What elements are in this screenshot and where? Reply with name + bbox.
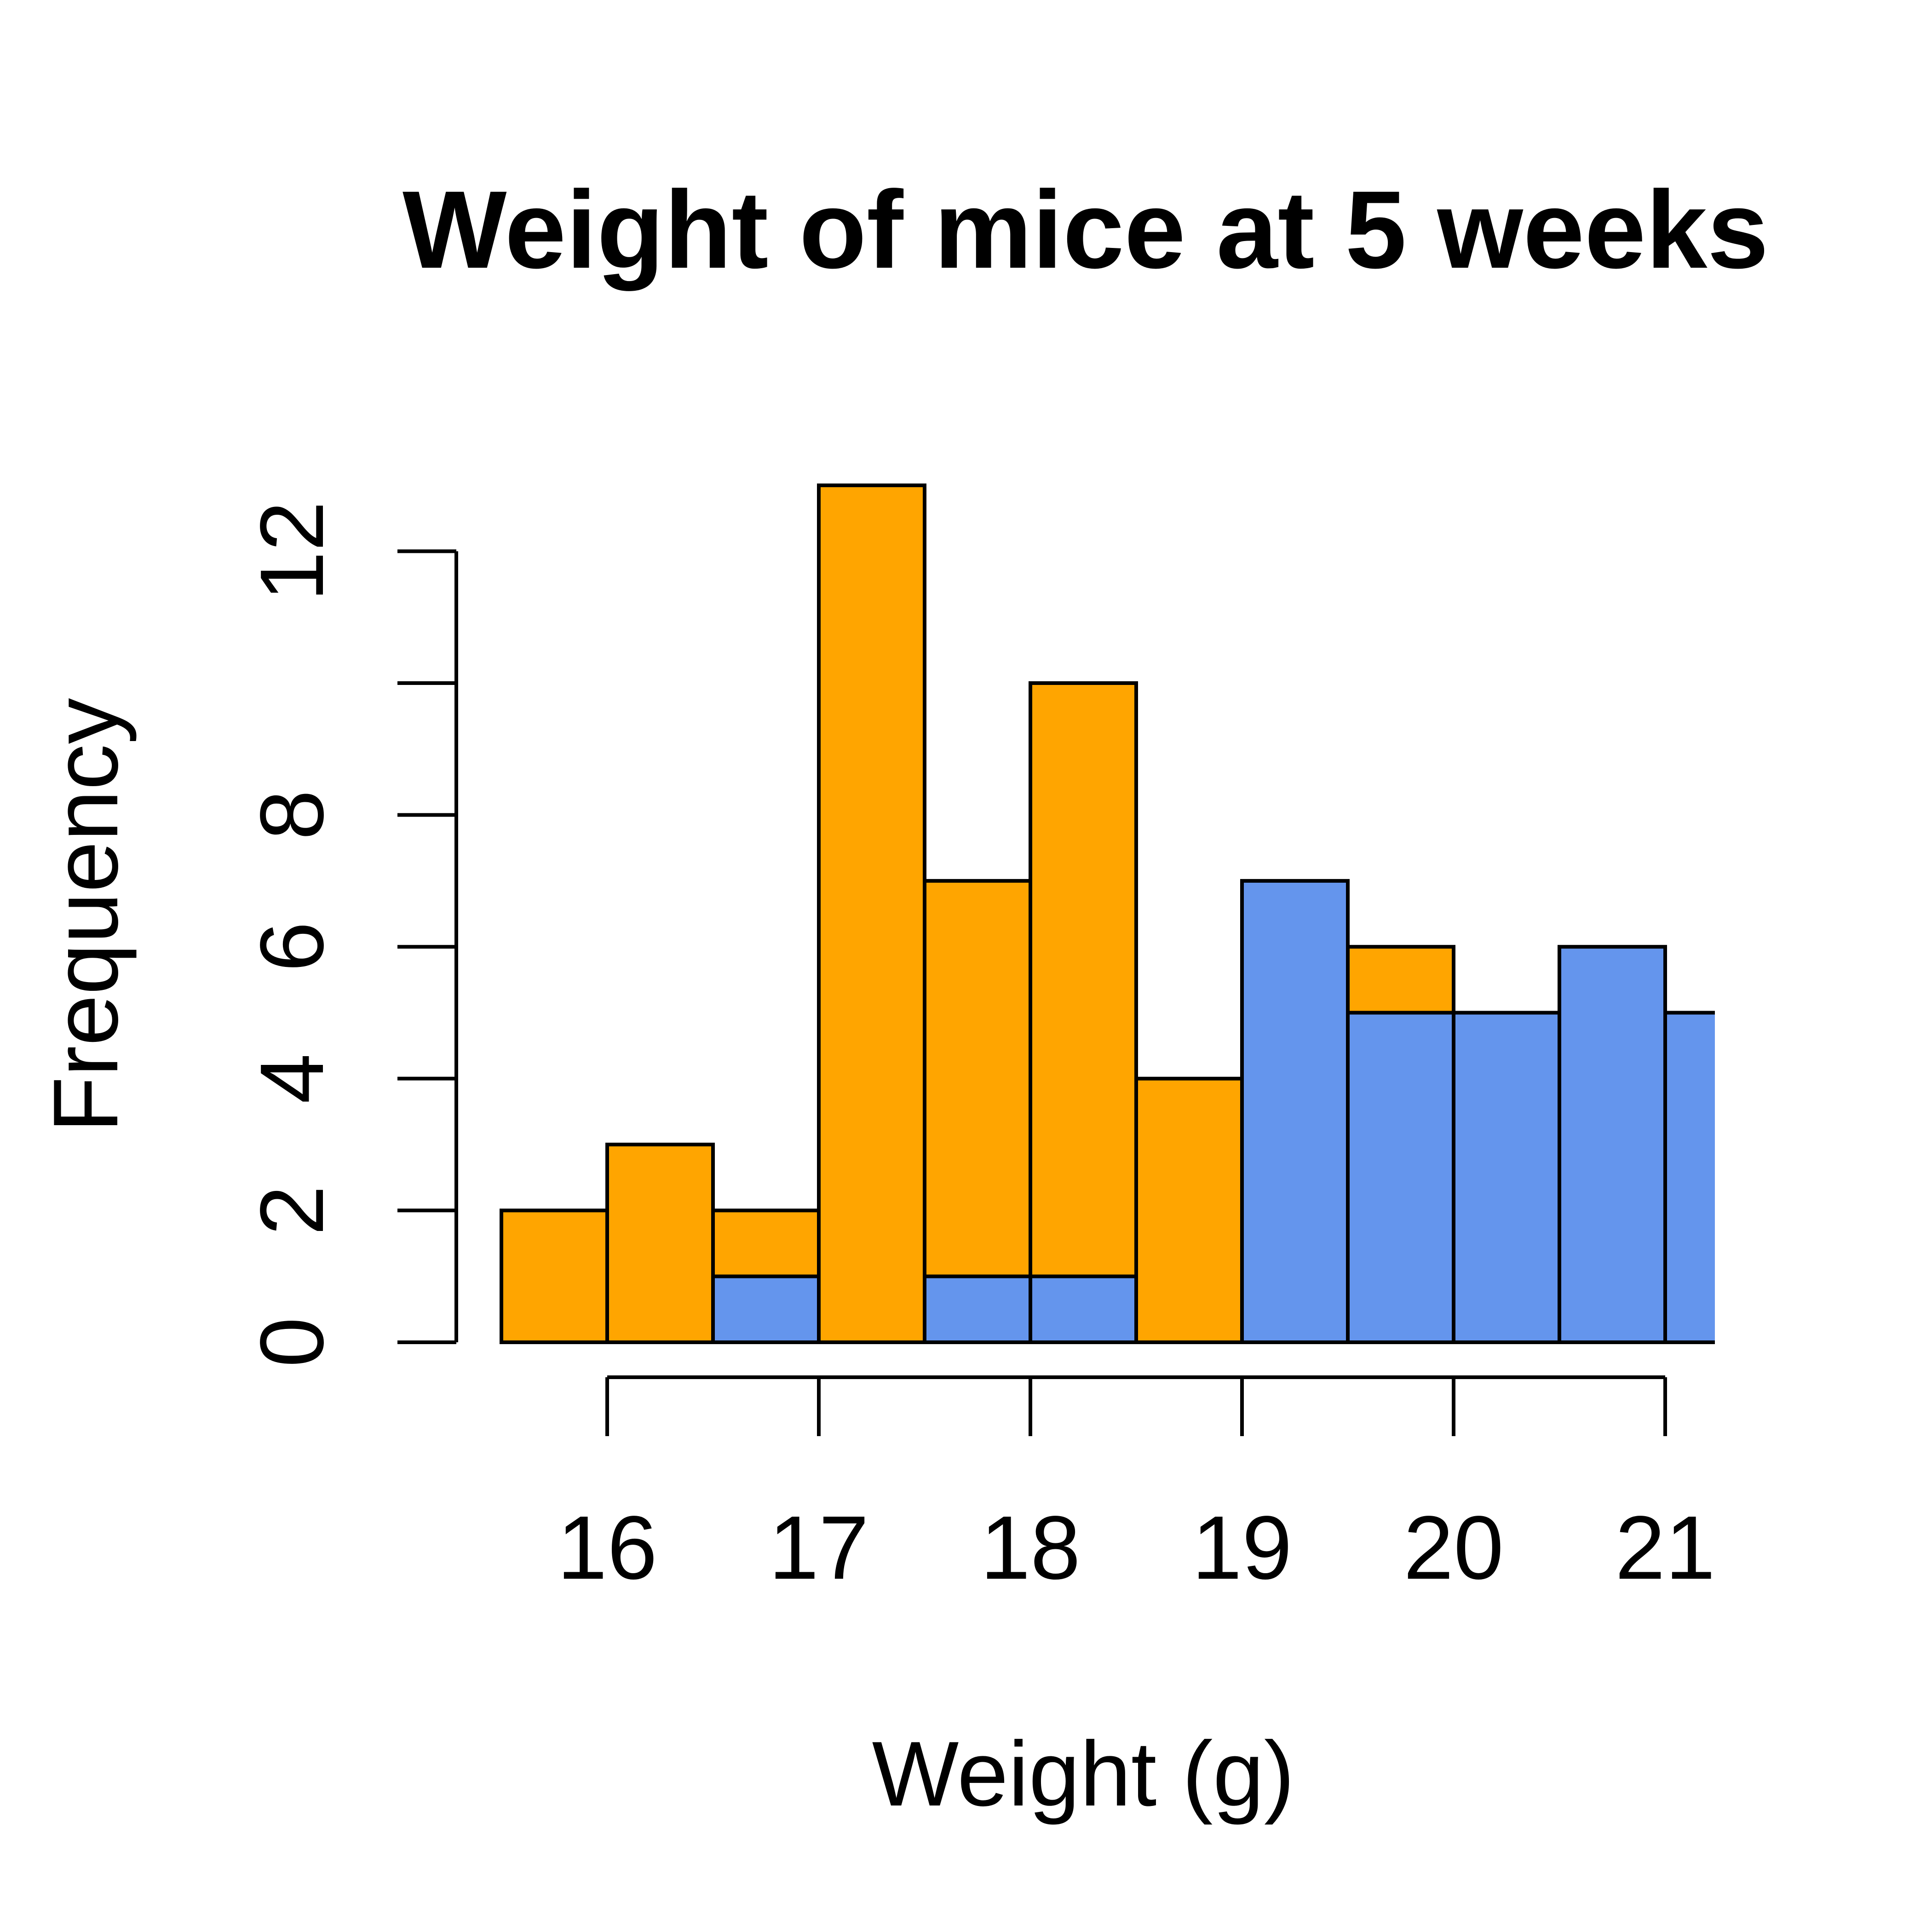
histogram-bars — [500, 483, 1715, 1345]
histogram-bar — [711, 1274, 821, 1344]
y-tick-label: 8 — [242, 790, 342, 840]
x-tick-label: 21 — [1615, 1497, 1715, 1598]
x-axis: 16 17 18 19 20 21 — [557, 1375, 1715, 1598]
x-tick-label: 20 — [1403, 1497, 1504, 1598]
histogram-bar — [605, 1143, 715, 1345]
histogram-bar — [1029, 681, 1138, 1344]
x-tick-label: 18 — [980, 1497, 1081, 1598]
x-tick-label: 16 — [557, 1497, 657, 1598]
histogram-bar — [500, 1208, 609, 1344]
histogram-bar — [923, 879, 1032, 1344]
histogram-bar — [1452, 1011, 1561, 1344]
y-axis: 0 2 4 6 8 12 — [242, 501, 458, 1368]
histogram-bar — [1029, 1274, 1138, 1344]
chart-title: Weight of mice at 5 weeks — [402, 168, 1769, 291]
y-tick-label: 2 — [242, 1185, 342, 1236]
y-tick-label: 12 — [242, 501, 342, 601]
x-tick-label: 17 — [769, 1497, 869, 1598]
histogram-bar — [1240, 879, 1350, 1344]
y-tick-label: 4 — [242, 1053, 342, 1104]
histogram-bar — [1346, 1011, 1455, 1344]
histogram-bar — [817, 483, 926, 1344]
histogram-bar — [923, 1274, 1032, 1344]
histogram-bar — [1663, 1011, 1715, 1344]
y-axis-label: Frequency — [34, 698, 137, 1133]
x-axis-label: Weight (g) — [872, 1723, 1295, 1825]
histogram-bar — [1558, 945, 1667, 1344]
x-tick-label: 19 — [1192, 1497, 1292, 1598]
histogram-bar — [1134, 1076, 1244, 1345]
y-tick-label: 0 — [242, 1317, 342, 1367]
y-tick-label: 6 — [242, 922, 342, 972]
